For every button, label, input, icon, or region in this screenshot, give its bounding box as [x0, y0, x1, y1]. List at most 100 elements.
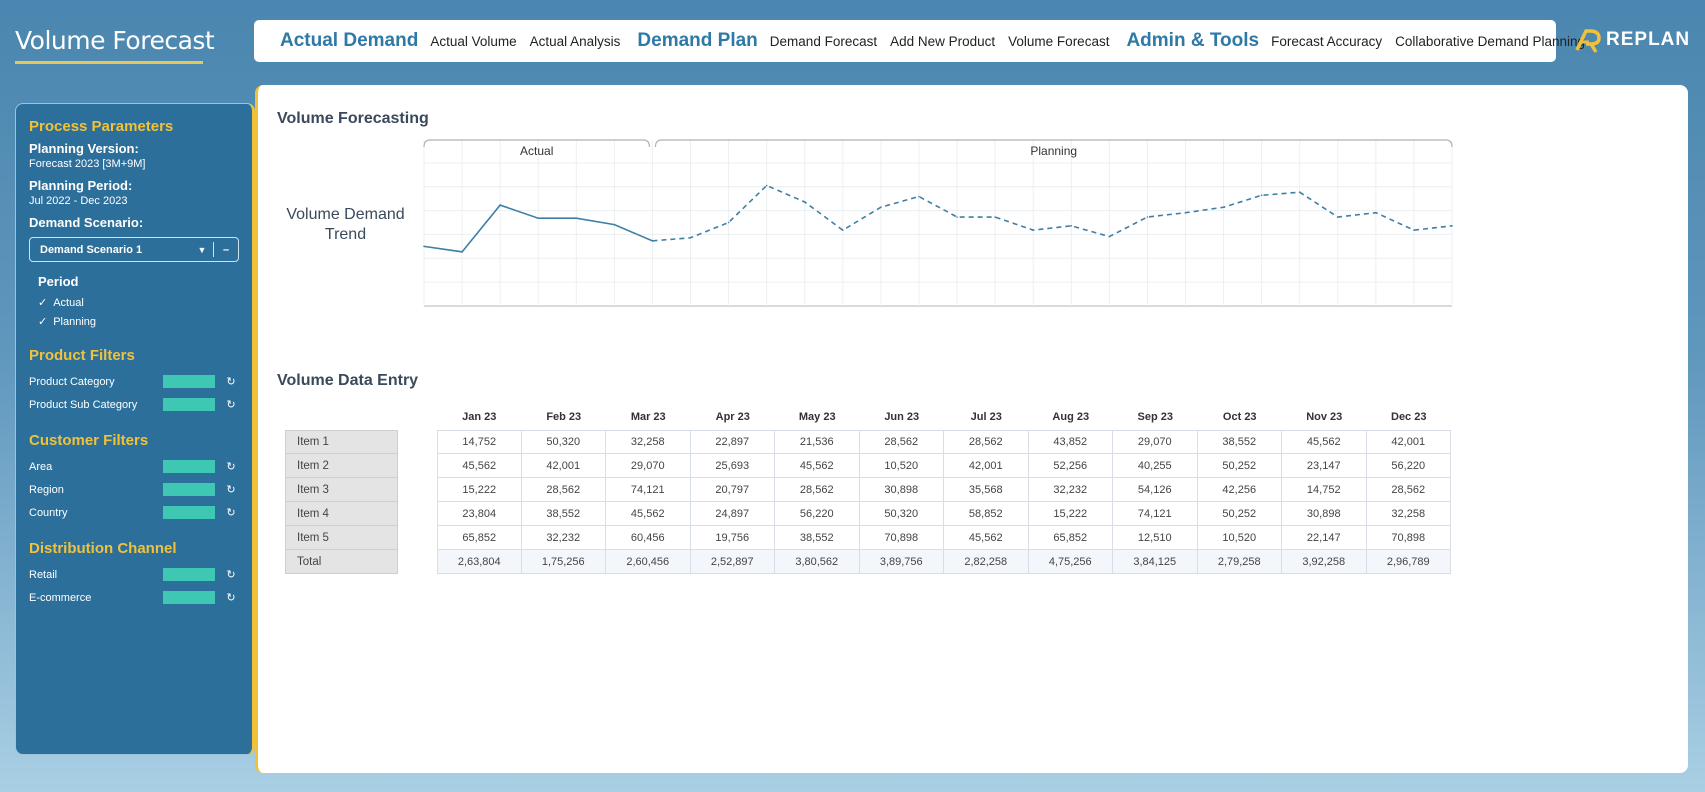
table-cell[interactable]: 45,562 — [1282, 430, 1367, 454]
table-cell[interactable]: 45,562 — [437, 454, 522, 478]
nav-section-actual-demand[interactable]: Actual Demand — [280, 30, 419, 51]
table-cell[interactable]: 45,562 — [606, 502, 691, 526]
table-cell[interactable]: 32,232 — [1028, 478, 1113, 502]
reset-icon[interactable]: ↻ — [226, 507, 236, 519]
table-cell[interactable]: 56,220 — [775, 502, 860, 526]
table-cell[interactable]: 45,562 — [944, 526, 1029, 550]
table-cell[interactable]: 28,562 — [775, 478, 860, 502]
table-cell[interactable]: 38,552 — [521, 502, 606, 526]
table-cell[interactable]: 12,510 — [1113, 526, 1198, 550]
column-header: Feb 23 — [546, 410, 582, 423]
reset-icon[interactable]: ↻ — [226, 399, 236, 411]
table-cell[interactable]: 23,804 — [437, 502, 522, 526]
row-gap — [398, 550, 437, 574]
chart-y-label: Volume Demand Trend — [286, 206, 405, 243]
table-cell[interactable]: 10,520 — [1197, 526, 1282, 550]
table-cell[interactable]: 50,320 — [859, 502, 944, 526]
table-cell[interactable]: 54,126 — [1113, 478, 1198, 502]
table-cell[interactable]: 56,220 — [1366, 454, 1451, 478]
table-cell[interactable]: 52,256 — [1028, 454, 1113, 478]
table-cell[interactable]: 38,552 — [1197, 430, 1282, 454]
table-cell: 1,75,256 — [521, 550, 606, 574]
filter-select[interactable] — [163, 460, 215, 473]
table-cell[interactable]: 21,536 — [775, 430, 860, 454]
table-cell[interactable]: 74,121 — [1113, 502, 1198, 526]
table-cell[interactable]: 35,568 — [944, 478, 1029, 502]
reset-icon[interactable]: ↻ — [226, 592, 236, 604]
table-cell[interactable]: 28,562 — [859, 430, 944, 454]
remove-scenario-button[interactable]: – — [222, 243, 230, 256]
filter-row: Country ↻ — [29, 501, 239, 524]
replan-logo[interactable]: REPLAN — [1574, 26, 1690, 54]
table-cell[interactable]: 25,693 — [690, 454, 775, 478]
period-option-actual[interactable]: ✓ Actual — [38, 293, 239, 312]
table-cell[interactable]: 15,222 — [1028, 502, 1113, 526]
reset-icon[interactable]: ↻ — [226, 569, 236, 581]
nav-link-volume-forecast[interactable]: Volume Forecast — [1008, 33, 1110, 49]
reset-icon[interactable]: ↻ — [226, 461, 236, 473]
table-cell[interactable]: 30,898 — [859, 478, 944, 502]
data-point — [1108, 235, 1111, 238]
table-cell[interactable]: 32,258 — [606, 430, 691, 454]
reset-icon[interactable]: ↻ — [226, 376, 236, 388]
planning-version-value: Forecast 2023 [3M+9M] — [29, 158, 146, 170]
table-cell[interactable]: 43,852 — [1028, 430, 1113, 454]
table-cell[interactable]: 30,898 — [1282, 502, 1367, 526]
nav-section-demand-plan[interactable]: Demand Plan — [637, 30, 758, 51]
table-cell[interactable]: 70,898 — [1366, 526, 1451, 550]
period-option-planning[interactable]: ✓ Planning — [38, 312, 239, 331]
table-cell[interactable]: 65,852 — [437, 526, 522, 550]
table-cell[interactable]: 28,562 — [944, 430, 1029, 454]
table-cell[interactable]: 32,232 — [521, 526, 606, 550]
filter-select[interactable] — [163, 591, 215, 604]
table-cell[interactable]: 28,562 — [521, 478, 606, 502]
filter-label: Country — [29, 506, 68, 519]
filter-group: Distribution Channel Retail ↻ E-commerce ↻ — [29, 540, 239, 609]
table-cell[interactable]: 70,898 — [859, 526, 944, 550]
table-cell[interactable]: 42,001 — [1366, 430, 1451, 454]
table-cell[interactable]: 50,252 — [1197, 454, 1282, 478]
table-cell[interactable]: 23,147 — [1282, 454, 1367, 478]
table-cell[interactable]: 32,258 — [1366, 502, 1451, 526]
nav-section-admin-tools[interactable]: Admin & Tools — [1126, 30, 1260, 51]
table-cell[interactable]: 42,001 — [521, 454, 606, 478]
table-row: Item 1 14,752 50,320 32,258 22,897 21,536 28,5… — [285, 430, 1451, 454]
table-cell[interactable]: 50,320 — [521, 430, 606, 454]
filter-select[interactable] — [163, 568, 215, 581]
nav-link-demand-forecast[interactable]: Demand Forecast — [769, 33, 878, 49]
table-cell[interactable]: 58,852 — [944, 502, 1029, 526]
filter-select[interactable] — [163, 483, 215, 496]
filter-select[interactable] — [163, 506, 215, 519]
table-cell[interactable]: 29,070 — [1113, 430, 1198, 454]
table-cell[interactable]: 28,562 — [1366, 478, 1451, 502]
reset-icon[interactable]: ↻ — [226, 484, 236, 496]
table-cell[interactable]: 22,897 — [690, 430, 775, 454]
caret-down-icon[interactable]: ▼ — [197, 244, 207, 255]
table-cell[interactable]: 42,001 — [944, 454, 1029, 478]
table-cell[interactable]: 20,797 — [690, 478, 775, 502]
table-cell[interactable]: 38,552 — [775, 526, 860, 550]
table-cell[interactable]: 42,256 — [1197, 478, 1282, 502]
nav-link-add-new-product[interactable]: Add New Product — [890, 33, 996, 49]
table-cell[interactable]: 19,756 — [690, 526, 775, 550]
table-cell[interactable]: 74,121 — [606, 478, 691, 502]
table-cell[interactable]: 10,520 — [859, 454, 944, 478]
nav-link-actual-volume[interactable]: Actual Volume — [430, 33, 517, 49]
table-cell[interactable]: 15,222 — [437, 478, 522, 502]
filter-select[interactable] — [163, 375, 215, 388]
nav-link-forecast-accuracy[interactable]: Forecast Accuracy — [1271, 33, 1383, 49]
table-cell[interactable]: 14,752 — [1282, 478, 1367, 502]
demand-scenario-select[interactable]: Demand Scenario 1 ▼ – — [29, 237, 239, 262]
nav-link-actual-analysis[interactable]: Actual Analysis — [529, 33, 621, 49]
table-cell[interactable]: 29,070 — [606, 454, 691, 478]
table-cell[interactable]: 45,562 — [775, 454, 860, 478]
table-cell[interactable]: 24,897 — [690, 502, 775, 526]
nav-link-collaborative-demand-planning[interactable]: Collaborative Demand Planning — [1395, 33, 1586, 49]
table-cell[interactable]: 60,456 — [606, 526, 691, 550]
filter-select[interactable] — [163, 398, 215, 411]
table-cell[interactable]: 22,147 — [1282, 526, 1367, 550]
table-cell[interactable]: 50,252 — [1197, 502, 1282, 526]
table-cell[interactable]: 40,255 — [1113, 454, 1198, 478]
table-cell[interactable]: 14,752 — [437, 430, 522, 454]
table-cell[interactable]: 65,852 — [1028, 526, 1113, 550]
